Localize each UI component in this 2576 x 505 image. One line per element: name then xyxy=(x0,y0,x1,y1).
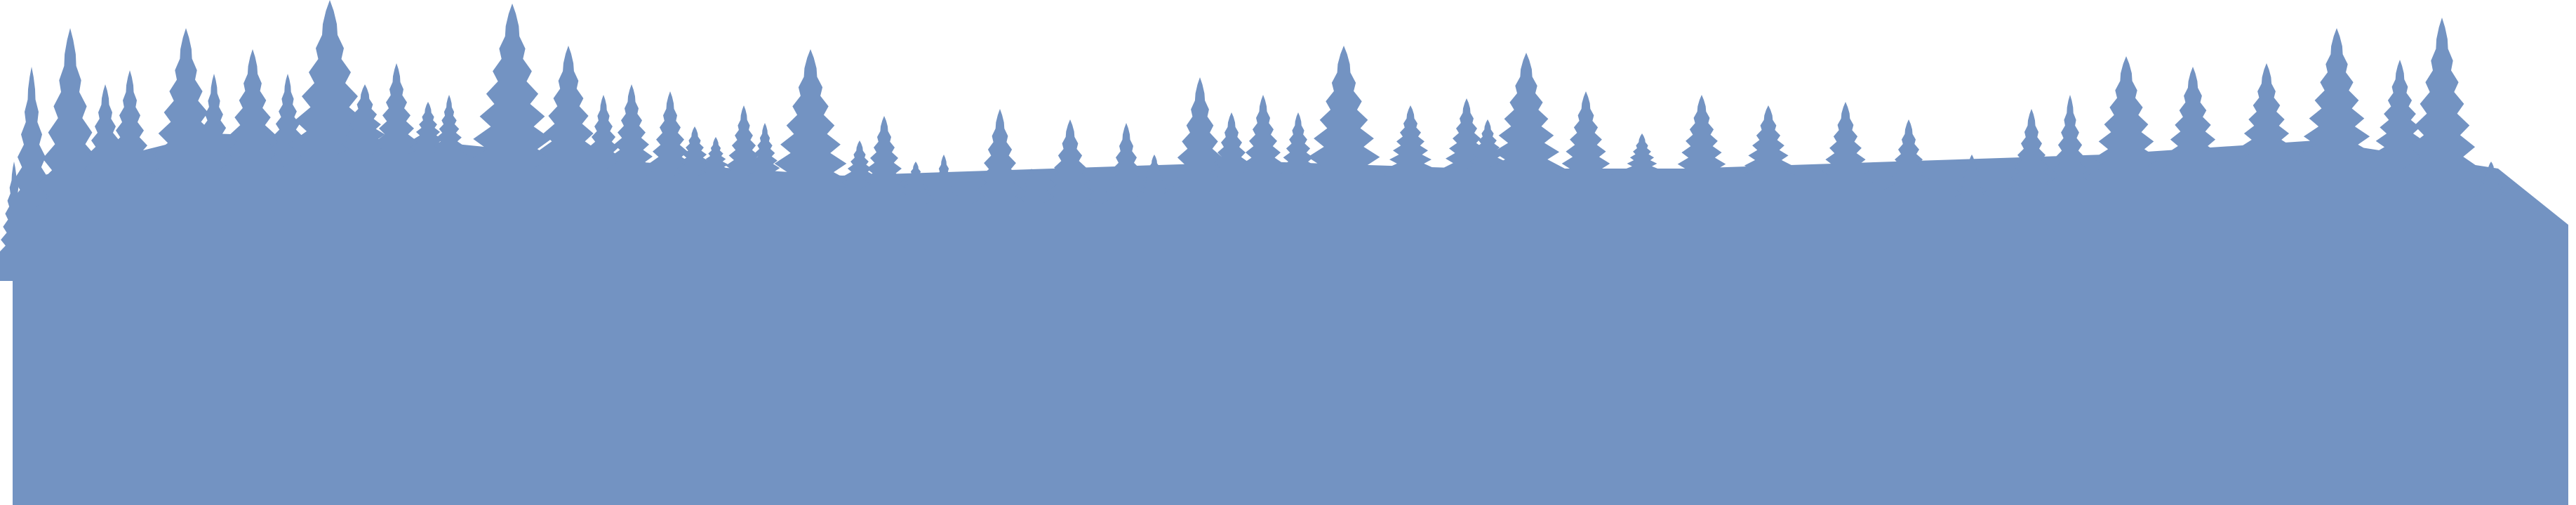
conifer-tree xyxy=(860,116,909,218)
forest-base xyxy=(13,133,2568,505)
conifer-tree xyxy=(2403,18,2481,197)
conifer-tree xyxy=(432,95,467,183)
conifer-tree xyxy=(2372,60,2428,183)
conifer-tree xyxy=(2088,56,2165,204)
conifer-tree xyxy=(1954,155,1989,225)
conifer-tree xyxy=(105,70,154,204)
conifer-tree xyxy=(768,49,853,211)
conifer-tree xyxy=(2298,28,2375,183)
conifer-tree xyxy=(2049,95,2091,211)
conifer-tree xyxy=(1621,133,1663,204)
conifer-tree xyxy=(221,49,284,197)
conifer-tree xyxy=(467,4,558,190)
conifer-tree xyxy=(1239,95,1288,204)
conifer-tree xyxy=(1817,102,1874,211)
conifer-tree xyxy=(1302,46,1386,204)
conifer-tree xyxy=(2161,67,2224,197)
conifer-tree xyxy=(1884,119,1933,218)
conifer-tree xyxy=(2235,63,2298,190)
conifer-tree xyxy=(1674,95,1730,204)
conifer-tree xyxy=(898,162,933,225)
conifer-tree xyxy=(2474,162,2509,225)
conifer-tree xyxy=(607,84,656,197)
conifer-tree xyxy=(1042,119,1098,232)
conifer-tree xyxy=(533,46,603,197)
conifer-tree xyxy=(193,74,235,197)
conifer-tree xyxy=(1740,105,1796,204)
conifer-tree xyxy=(372,63,421,183)
conifer-tree xyxy=(1488,53,1565,197)
conifer-tree xyxy=(1558,91,1614,204)
conifer-tree xyxy=(1137,155,1172,225)
conifer-tree xyxy=(2007,109,2056,218)
conifer-tree xyxy=(1017,169,1046,232)
conifer-tree xyxy=(1386,105,1435,197)
conifer-tree xyxy=(972,109,1028,232)
conifer-tree xyxy=(926,155,961,232)
